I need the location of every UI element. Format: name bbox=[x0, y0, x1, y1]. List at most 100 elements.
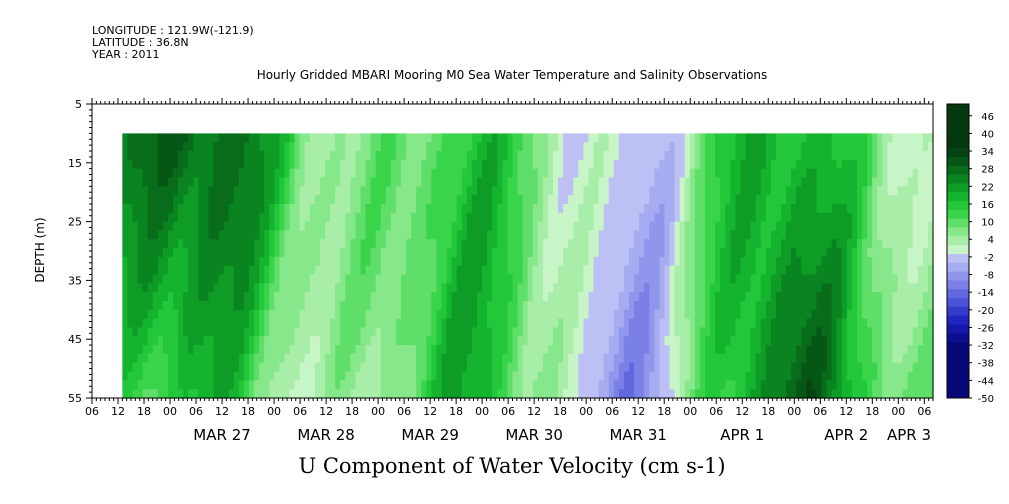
heatmap-cell bbox=[208, 389, 215, 399]
heatmap-cell bbox=[390, 327, 397, 337]
heatmap-cell bbox=[846, 177, 853, 187]
heatmap-cell bbox=[755, 318, 762, 329]
heatmap-cell bbox=[325, 221, 331, 232]
heatmap-cell bbox=[669, 177, 676, 187]
heatmap-cell bbox=[760, 327, 767, 337]
heatmap-cell bbox=[487, 248, 493, 258]
heatmap-cell bbox=[730, 212, 737, 223]
heatmap-cell bbox=[684, 336, 691, 346]
heatmap-cell bbox=[917, 265, 924, 276]
heatmap-cell bbox=[198, 283, 205, 293]
heatmap-cell bbox=[314, 292, 321, 302]
heatmap-cell bbox=[745, 221, 752, 232]
heatmap-cell bbox=[254, 318, 260, 329]
heatmap-cell bbox=[927, 283, 934, 293]
heatmap-cell bbox=[922, 159, 929, 170]
heatmap-cell bbox=[649, 283, 655, 293]
heatmap-cell bbox=[162, 283, 169, 293]
heatmap-cell bbox=[902, 327, 909, 337]
heatmap-cell bbox=[568, 203, 574, 214]
heatmap-cell bbox=[867, 151, 873, 161]
heatmap-cell bbox=[922, 274, 929, 284]
heatmap-cell bbox=[872, 212, 878, 223]
heatmap-cell bbox=[796, 283, 802, 293]
heatmap-cell bbox=[826, 318, 833, 329]
heatmap-cell bbox=[233, 309, 240, 320]
heatmap-cell bbox=[471, 380, 478, 390]
heatmap-cell bbox=[274, 159, 281, 170]
heatmap-cell bbox=[578, 203, 585, 214]
heatmap-cell bbox=[370, 177, 377, 187]
heatmap-cell bbox=[603, 274, 610, 284]
heatmap-cell bbox=[259, 203, 265, 214]
heatmap-cell bbox=[527, 292, 534, 302]
heatmap-cell bbox=[188, 389, 194, 399]
heatmap-cell bbox=[781, 151, 787, 161]
heatmap-cell bbox=[233, 142, 240, 152]
heatmap-cell bbox=[132, 151, 139, 161]
heatmap-cell bbox=[380, 195, 387, 205]
heatmap-cell bbox=[862, 274, 868, 284]
heatmap-cell bbox=[613, 283, 620, 293]
heatmap-cell bbox=[482, 142, 488, 152]
heatmap-cell bbox=[370, 353, 377, 364]
heatmap-cell bbox=[360, 345, 367, 355]
heatmap-cell bbox=[264, 142, 270, 152]
heatmap-cell bbox=[740, 274, 747, 284]
heatmap-cell bbox=[806, 336, 813, 346]
heatmap-cell bbox=[563, 274, 569, 284]
heatmap-cell bbox=[689, 177, 696, 187]
heatmap-cell bbox=[167, 362, 174, 373]
heatmap-cell bbox=[431, 345, 438, 355]
heatmap-cell bbox=[907, 380, 914, 390]
heatmap-cell bbox=[401, 212, 407, 223]
heatmap-cell bbox=[629, 265, 635, 276]
heatmap-cell bbox=[152, 371, 159, 381]
heatmap-cell bbox=[289, 221, 296, 232]
heatmap-cell bbox=[618, 151, 625, 161]
heatmap-cell bbox=[345, 203, 351, 214]
heatmap-cell bbox=[122, 177, 129, 187]
heatmap-cell bbox=[314, 371, 321, 381]
heatmap-cell bbox=[426, 380, 433, 390]
heatmap-cell bbox=[542, 239, 549, 249]
heatmap-cell bbox=[451, 274, 458, 284]
heatmap-cell bbox=[259, 292, 265, 302]
heatmap-cell bbox=[208, 300, 215, 311]
heatmap-cell bbox=[578, 318, 585, 329]
heatmap-cell bbox=[122, 142, 129, 152]
heatmap-cell bbox=[639, 212, 645, 223]
heatmap-cell bbox=[547, 186, 554, 196]
heatmap-cell bbox=[319, 151, 326, 161]
heatmap-cell bbox=[223, 159, 230, 170]
heatmap-cell bbox=[487, 283, 493, 293]
heatmap-cell bbox=[299, 151, 306, 161]
heatmap-cell bbox=[710, 186, 716, 196]
heatmap-cell bbox=[477, 151, 483, 161]
heatmap-cell bbox=[208, 265, 215, 276]
heatmap-cell bbox=[517, 353, 524, 364]
heatmap-cell bbox=[162, 353, 169, 364]
heatmap-cell bbox=[330, 186, 336, 196]
heatmap-cell bbox=[745, 389, 752, 399]
heatmap-cell bbox=[664, 186, 671, 196]
heatmap-cell bbox=[243, 380, 250, 390]
heatmap-cell bbox=[401, 353, 407, 364]
heatmap-cell bbox=[223, 186, 230, 196]
heatmap-cell bbox=[917, 380, 924, 390]
heatmap-cell bbox=[157, 133, 164, 143]
heatmap-cell bbox=[821, 371, 828, 381]
heatmap-cell bbox=[122, 151, 129, 161]
heatmap-cell bbox=[760, 318, 767, 329]
heatmap-cell bbox=[497, 309, 503, 320]
heatmap-cell bbox=[917, 239, 924, 249]
heatmap-cell bbox=[877, 212, 883, 223]
heatmap-cell bbox=[781, 292, 787, 302]
heatmap-cell bbox=[243, 353, 250, 364]
heatmap-cell bbox=[547, 151, 554, 161]
heatmap-cell bbox=[760, 133, 767, 143]
heatmap-cell bbox=[167, 389, 174, 399]
heatmap-cell bbox=[892, 371, 899, 381]
heatmap-cell bbox=[801, 300, 807, 311]
heatmap-cell bbox=[563, 195, 569, 205]
